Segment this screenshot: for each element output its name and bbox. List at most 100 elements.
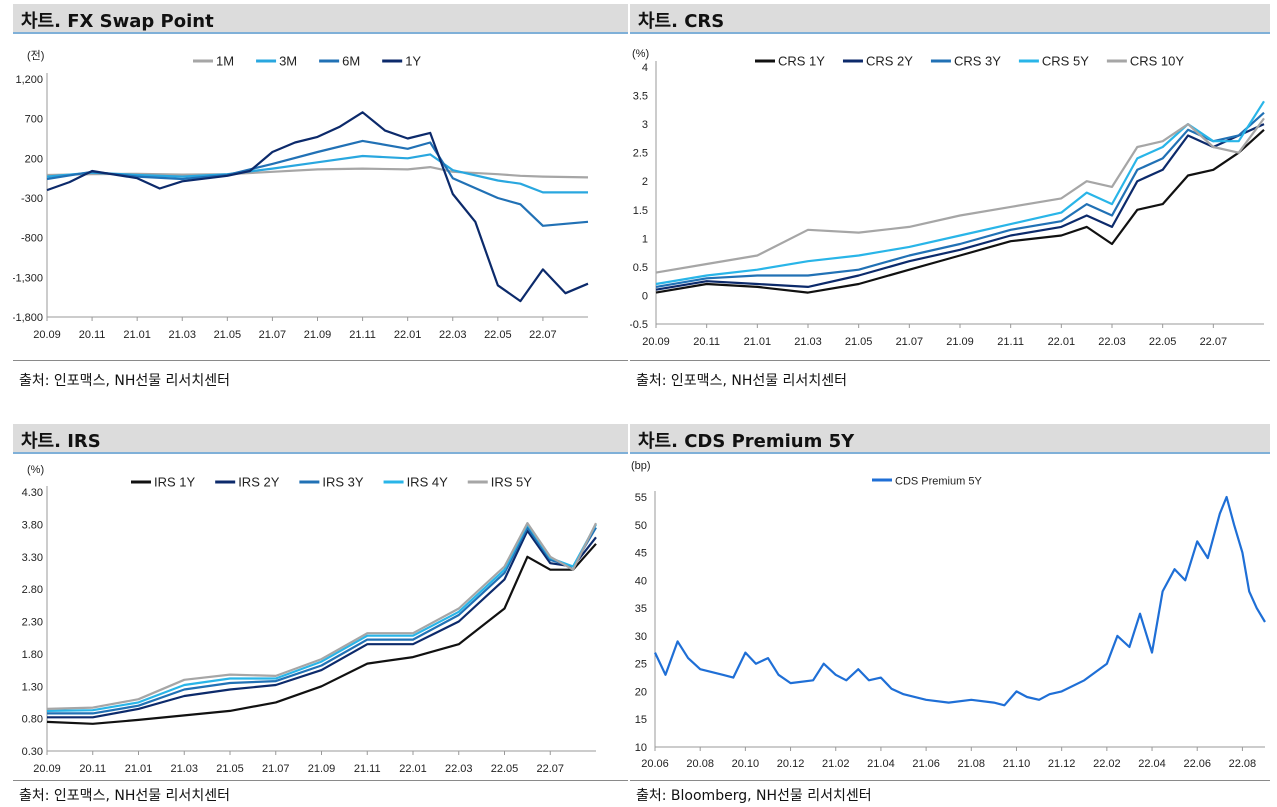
- source-text: 출처: 인포맥스, NH선물 리서치센터: [19, 373, 230, 389]
- fx-swap-chart: (전) 1,200 700 200 -300 -800 -1,300 -1,800 20.09 2…: [13, 49, 589, 341]
- source-divider: [13, 780, 628, 781]
- series-line: [655, 100, 1265, 286]
- x-tick-label: 22.02: [1093, 758, 1121, 770]
- x-tick-label: 20.11: [79, 329, 106, 341]
- panel-title: 차트. CDS Premium 5Y: [638, 431, 855, 452]
- y-tick-label: 1: [642, 233, 648, 245]
- series-line: [46, 522, 597, 710]
- series-line: [654, 495, 1266, 707]
- source-text: 출처: 인포맥스, NH선물 리서치센터: [636, 373, 847, 389]
- legend-label: CRS 5Y: [1042, 54, 1089, 69]
- unit-label: (%): [632, 48, 649, 60]
- x-tick-label: 20.12: [777, 758, 805, 770]
- y-tick-label: 2.80: [22, 584, 43, 596]
- series-line: [655, 123, 1265, 291]
- panel-header: 차트. IRS: [13, 424, 628, 454]
- x-tick-label: 20.08: [686, 758, 714, 770]
- series-line: [47, 529, 597, 719]
- irs-chart: (%) 4.30 3.80 3.30 2.80 2.30 1.80 1.30 0.80 0.30 2…: [22, 464, 597, 775]
- series-line: [46, 166, 589, 179]
- legend-label: 1Y: [405, 54, 421, 69]
- x-tick-label: 21.07: [896, 336, 924, 348]
- y-tick-label: -1,300: [13, 272, 43, 284]
- y-tick-label: 30: [635, 631, 647, 643]
- chart-panel-crs: 차트. CRS (%) 4 3.5 3 2.5 2 1.5 1 0.5 0 -0.5 20.09 20.…: [630, 4, 1270, 404]
- x-tick-label: 22.05: [491, 763, 519, 775]
- series-line: [47, 526, 597, 715]
- x-tick-label: 20.09: [33, 763, 61, 775]
- legend-label: CDS Premium 5Y: [895, 476, 982, 488]
- x-tick-label: 21.05: [216, 763, 244, 775]
- series-line: [655, 117, 1265, 274]
- legend-label: IRS 5Y: [491, 475, 533, 490]
- y-tick-label: 55: [635, 492, 647, 504]
- x-tick-label: 21.09: [946, 336, 974, 348]
- x-tick-label: 21.02: [822, 758, 850, 770]
- y-tick-label: -800: [21, 233, 43, 245]
- x-tick-label: 20.11: [693, 336, 720, 348]
- y-tick-label: 1.80: [22, 649, 43, 661]
- y-tick-label: 1.30: [22, 681, 43, 693]
- legend-label: CRS 10Y: [1130, 54, 1185, 69]
- x-tick-label: 22.05: [484, 329, 512, 341]
- legend-label: 6M: [342, 54, 360, 69]
- y-tick-label: 0: [642, 290, 648, 302]
- chart-panel-fx-swap: 차트. FX Swap Point (전) 1,200 700 200 -300 -800…: [13, 4, 628, 404]
- legend-label: IRS 1Y: [154, 475, 196, 490]
- chart-panel-irs: 차트. IRS (%) 4.30 3.80 3.30 2.80 2.30 1.80 1.30 0…: [13, 424, 628, 807]
- x-tick-label: 21.07: [259, 329, 287, 341]
- source-divider: [630, 360, 1270, 361]
- legend-label: 3M: [279, 54, 297, 69]
- y-tick-label: 3.80: [22, 519, 43, 531]
- x-tick-label: 21.07: [262, 763, 290, 775]
- y-tick-label: 45: [635, 548, 647, 560]
- legend-label: CRS 3Y: [954, 54, 1001, 69]
- x-tick-label: 21.01: [123, 329, 151, 341]
- panel-header: 차트. CRS: [630, 4, 1270, 34]
- legend-label: CRS 1Y: [778, 54, 825, 69]
- chart-panel-cds: 차트. CDS Premium 5Y (bp) 55 50 45 40 35 30 25 20 1…: [630, 424, 1270, 807]
- y-tick-label: 2.30: [22, 617, 43, 629]
- x-tick-label: 21.12: [1048, 758, 1076, 770]
- panel-title: 차트. IRS: [21, 431, 101, 452]
- y-tick-label: 15: [635, 714, 647, 726]
- series-line: [655, 128, 1265, 294]
- y-tick-label: 3: [642, 119, 648, 131]
- unit-label: (%): [27, 464, 44, 476]
- x-tick-label: 22.06: [1183, 758, 1211, 770]
- x-tick-label: 21.10: [1003, 758, 1031, 770]
- series-line: [46, 153, 588, 194]
- y-tick-label: -300: [21, 193, 43, 205]
- x-tick-label: 20.06: [641, 758, 669, 770]
- y-tick-label: -1,800: [13, 312, 43, 324]
- legend-label: IRS 2Y: [238, 475, 280, 490]
- source-divider: [13, 360, 628, 361]
- series-line: [46, 111, 589, 303]
- y-tick-label: 0.5: [633, 262, 648, 274]
- x-tick-label: 21.01: [744, 336, 772, 348]
- x-tick-label: 21.04: [867, 758, 895, 770]
- legend-label: CRS 2Y: [866, 54, 913, 69]
- y-tick-label: 200: [25, 153, 43, 165]
- y-tick-label: -0.5: [630, 319, 648, 331]
- x-tick-label: 21.09: [308, 763, 336, 775]
- x-tick-label: 21.05: [214, 329, 242, 341]
- y-tick-label: 1,200: [15, 74, 43, 86]
- x-tick-label: 22.01: [399, 763, 427, 775]
- y-tick-label: 4: [642, 62, 648, 74]
- x-tick-label: 21.11: [354, 763, 381, 775]
- y-tick-label: 40: [635, 575, 647, 587]
- series-line: [46, 543, 597, 725]
- panel-header: 차트. CDS Premium 5Y: [630, 424, 1270, 454]
- legend-label: IRS 4Y: [407, 475, 449, 490]
- x-tick-label: 22.03: [1098, 336, 1126, 348]
- x-tick-label: 22.05: [1149, 336, 1177, 348]
- x-tick-label: 21.05: [845, 336, 873, 348]
- x-tick-label: 21.03: [794, 336, 822, 348]
- x-tick-label: 21.08: [958, 758, 986, 770]
- x-tick-label: 21.01: [125, 763, 153, 775]
- panel-title: 차트. FX Swap Point: [21, 11, 214, 32]
- crs-chart: (%) 4 3.5 3 2.5 2 1.5 1 0.5 0 -0.5 20.09 20.11 21.01 2…: [630, 48, 1265, 348]
- x-tick-label: 20.11: [79, 763, 106, 775]
- y-tick-label: 0.30: [22, 746, 43, 758]
